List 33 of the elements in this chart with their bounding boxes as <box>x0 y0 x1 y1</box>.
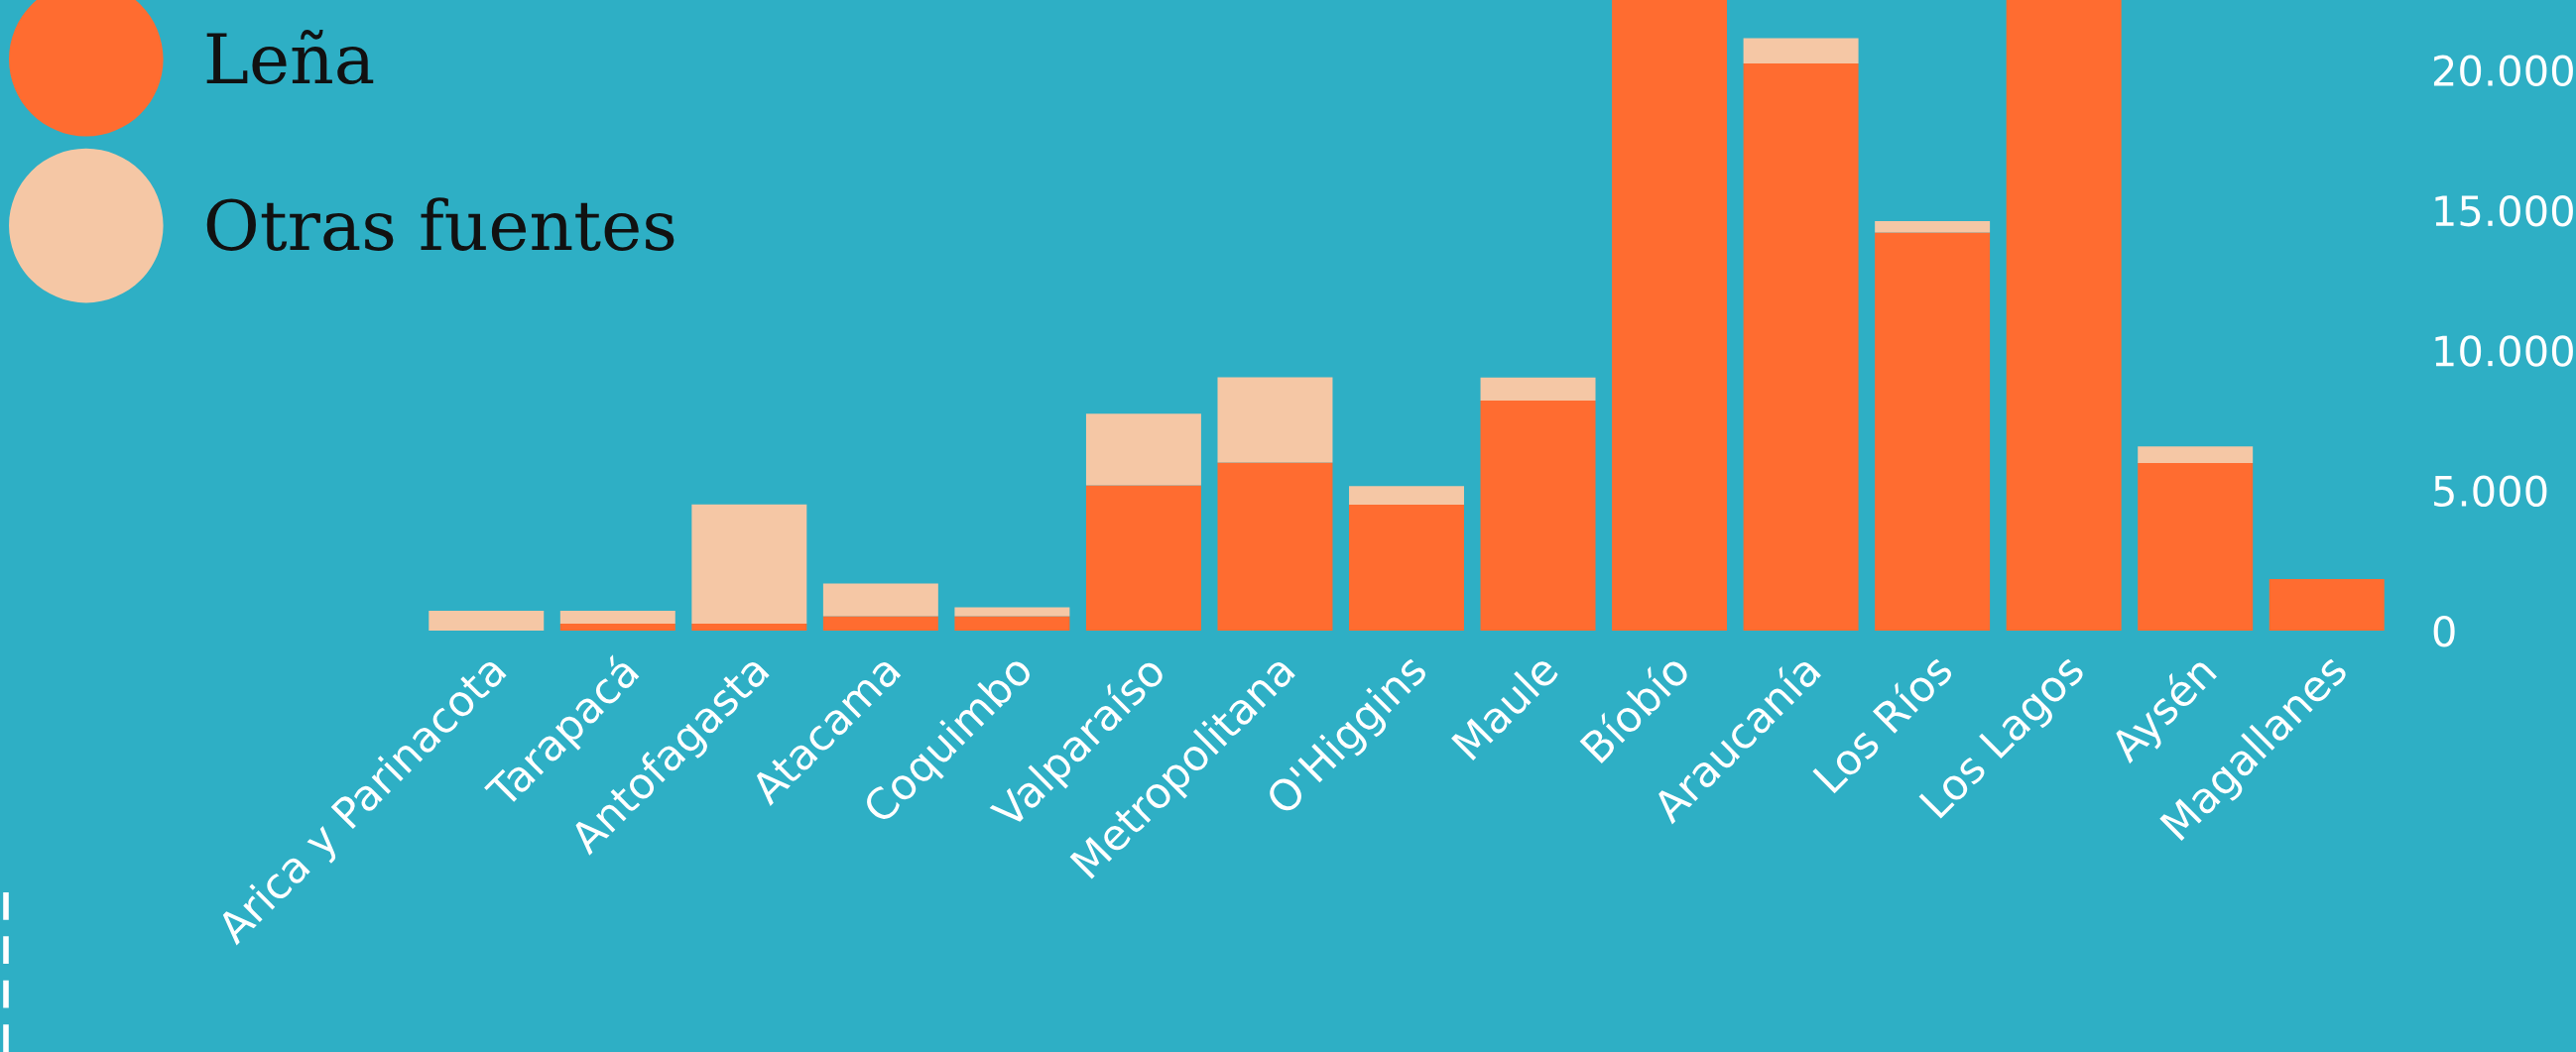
bar <box>2006 0 2122 631</box>
bar <box>1743 62 1859 631</box>
bar <box>559 623 675 631</box>
bar <box>2269 578 2385 631</box>
bar <box>1612 0 1728 631</box>
y-tick-label: 0 <box>2433 615 2455 647</box>
bar <box>559 610 675 624</box>
bar <box>1349 486 1464 506</box>
bar <box>1743 38 1859 63</box>
bar <box>1085 485 1201 631</box>
bar <box>954 607 1070 617</box>
legend-label: Otras fuentes <box>206 197 675 251</box>
bar <box>822 616 938 631</box>
bar <box>2138 446 2254 463</box>
y-tick-label: 5.000 <box>2434 475 2547 508</box>
bar <box>1480 377 1596 401</box>
bar <box>822 583 938 617</box>
y-tick-label: 10.000 <box>2435 335 2573 367</box>
bar <box>1875 232 1991 631</box>
bar <box>1349 505 1464 631</box>
bar <box>691 623 807 631</box>
bar <box>1875 221 1991 233</box>
bar <box>954 616 1070 631</box>
bar <box>1217 377 1333 463</box>
y-tick-label: 20.000 <box>2433 55 2573 87</box>
bar <box>1085 413 1201 486</box>
bar <box>1217 462 1333 631</box>
legend-label: Leña <box>206 30 374 84</box>
bar <box>1480 400 1596 631</box>
bar <box>2138 462 2254 631</box>
bar <box>429 610 545 631</box>
bar <box>691 504 807 624</box>
y-tick-label: 15.000 <box>2435 194 2573 227</box>
